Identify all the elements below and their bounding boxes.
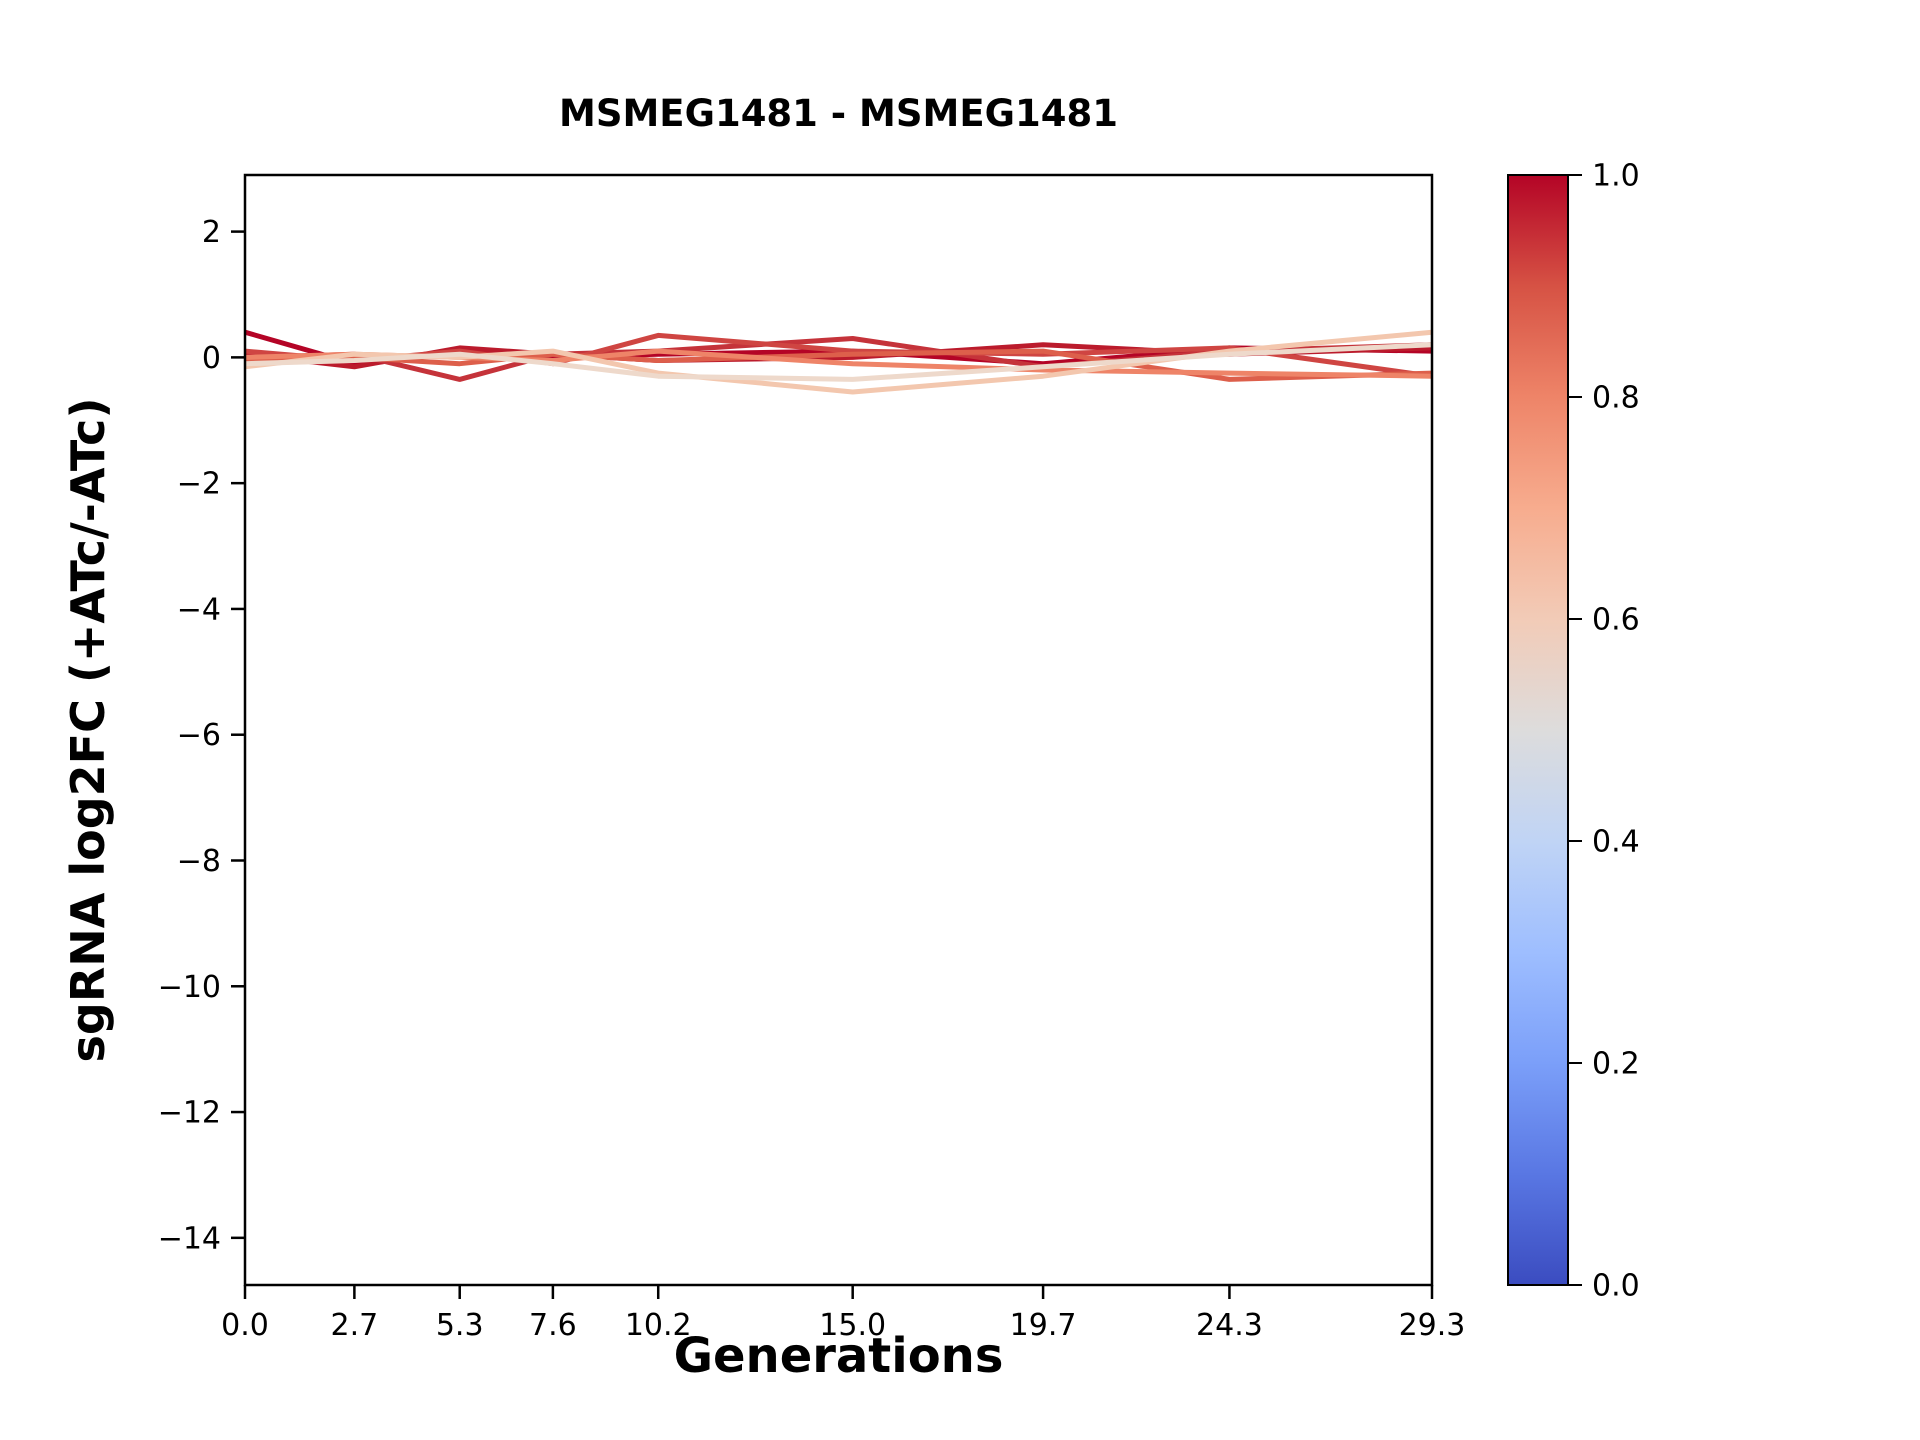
colorbar-tick-label: 0.6 [1592, 603, 1640, 638]
x-tick-label: 24.3 [1196, 1308, 1263, 1343]
x-axis-label: Generations [673, 1328, 1004, 1384]
axes-border [243, 173, 1434, 1287]
y-tick-label: −2 [177, 467, 221, 502]
y-tick-label: 0 [202, 341, 221, 376]
x-tick-label: 5.3 [436, 1308, 484, 1343]
colorbar-tick-label: 1.0 [1592, 159, 1640, 194]
colorbar-tick-label: 0.0 [1592, 1269, 1640, 1304]
colorbar [1507, 174, 1569, 1286]
x-tick-label: 10.2 [625, 1308, 692, 1343]
y-tick-label: −6 [177, 718, 221, 753]
y-tick-label: −8 [177, 844, 221, 879]
series-line-sgRNA_8 [244, 342, 1433, 382]
x-tick-label: 7.6 [529, 1308, 577, 1343]
x-tick-label: 2.7 [331, 1308, 379, 1343]
x-tick-label: 0.0 [221, 1308, 269, 1343]
colorbar-tick-label: 0.2 [1592, 1047, 1640, 1082]
y-tick-label: −12 [158, 1096, 221, 1131]
x-tick-label: 29.3 [1399, 1308, 1466, 1343]
y-tick-label: −14 [158, 1221, 221, 1256]
x-tick-label: 19.7 [1010, 1308, 1077, 1343]
x-tick-label: 15.0 [819, 1308, 886, 1343]
y-tick-label: −4 [177, 592, 221, 627]
colorbar-tick-label: 0.8 [1592, 381, 1640, 416]
y-tick-label: 2 [202, 215, 221, 250]
colorbar-tick-label: 0.4 [1592, 825, 1640, 860]
chart-title: MSMEG1481 - MSMEG1481 [559, 92, 1118, 135]
y-tick-label: −10 [158, 970, 221, 1005]
